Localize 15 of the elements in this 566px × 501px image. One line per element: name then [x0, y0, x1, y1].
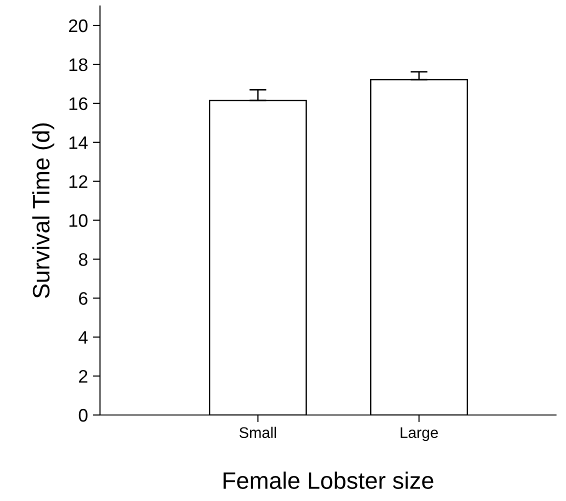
- y-tick-label: 10: [69, 214, 88, 227]
- y-tick-label: 8: [78, 253, 88, 266]
- y-axis-title: Survival Time (d): [32, 123, 54, 298]
- y-tick-label: 16: [69, 97, 88, 110]
- y-tick-label: 18: [69, 58, 88, 72]
- y-tick-label: 0: [78, 408, 88, 422]
- x-tick-label: Large: [400, 427, 438, 442]
- y-tick-label: 20: [69, 19, 88, 32]
- y-tick-label: 2: [79, 370, 88, 383]
- y-tick-label: 14: [69, 136, 88, 149]
- x-tick-label: Small: [240, 426, 276, 438]
- y-tick-label: 12: [69, 175, 88, 188]
- y-tick-label: 4: [78, 331, 88, 344]
- y-tick-label: 6: [79, 292, 88, 305]
- x-axis-title: Female Lobster size: [224, 472, 434, 489]
